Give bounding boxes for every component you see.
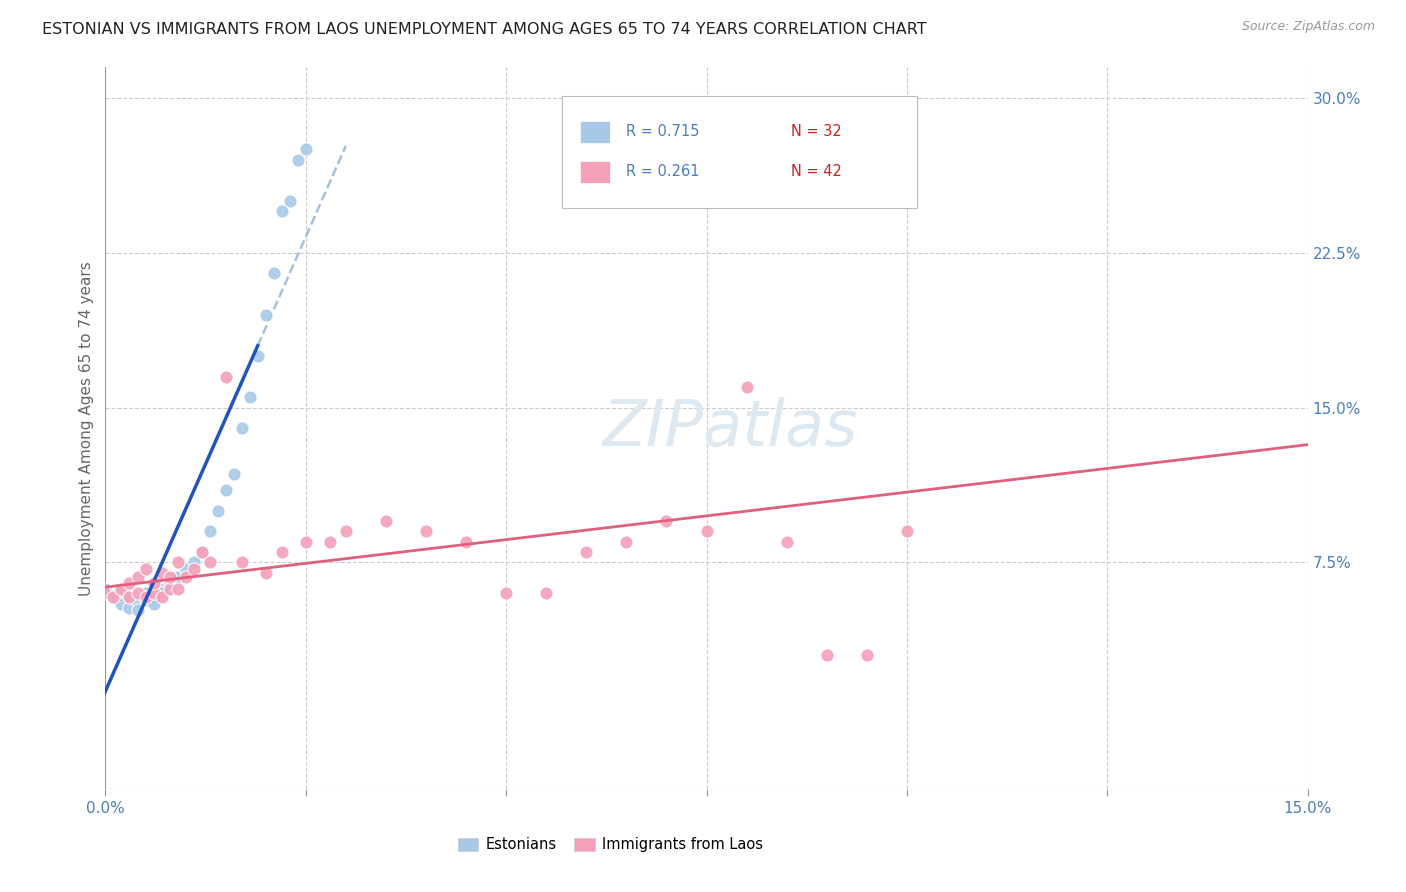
Text: N = 42: N = 42 bbox=[790, 164, 842, 179]
Point bbox=[135, 592, 157, 607]
Point bbox=[159, 582, 181, 597]
Text: ESTONIAN VS IMMIGRANTS FROM LAOS UNEMPLOYMENT AMONG AGES 65 TO 74 YEARS CORRELAT: ESTONIAN VS IMMIGRANTS FROM LAOS UNEMPLO… bbox=[42, 22, 927, 37]
Point bbox=[190, 545, 212, 559]
Point bbox=[198, 555, 221, 569]
Point bbox=[246, 349, 269, 363]
Point bbox=[222, 467, 245, 481]
Point bbox=[263, 266, 285, 280]
Point bbox=[239, 390, 262, 404]
Point bbox=[855, 648, 877, 663]
Point bbox=[166, 582, 188, 597]
Point bbox=[127, 603, 149, 617]
Point bbox=[896, 524, 918, 539]
Point bbox=[295, 143, 318, 157]
Point bbox=[174, 561, 197, 575]
Point bbox=[415, 524, 437, 539]
Point bbox=[374, 514, 398, 528]
Point bbox=[110, 597, 132, 611]
Point bbox=[183, 561, 205, 575]
Point bbox=[319, 534, 342, 549]
Point bbox=[198, 524, 221, 539]
Point bbox=[254, 308, 277, 322]
Point bbox=[655, 514, 678, 528]
Point bbox=[150, 586, 173, 600]
Point bbox=[166, 570, 188, 584]
Point bbox=[696, 524, 718, 539]
Point bbox=[287, 153, 309, 167]
Point bbox=[135, 561, 157, 575]
Point bbox=[150, 566, 173, 580]
Legend: Estonians, Immigrants from Laos: Estonians, Immigrants from Laos bbox=[451, 831, 769, 858]
Point bbox=[159, 576, 181, 591]
Point bbox=[127, 586, 149, 600]
Point bbox=[735, 380, 758, 394]
Point bbox=[295, 534, 318, 549]
Point bbox=[118, 591, 141, 605]
Point bbox=[166, 555, 188, 569]
Point bbox=[495, 586, 517, 600]
Point bbox=[254, 566, 277, 580]
Point bbox=[454, 534, 477, 549]
Point bbox=[142, 591, 165, 605]
Point bbox=[103, 591, 125, 605]
Text: Source: ZipAtlas.com: Source: ZipAtlas.com bbox=[1241, 20, 1375, 33]
Point bbox=[231, 421, 253, 435]
Point bbox=[207, 504, 229, 518]
FancyBboxPatch shape bbox=[581, 121, 610, 143]
Point bbox=[270, 204, 292, 219]
Point bbox=[94, 582, 117, 597]
Point bbox=[534, 586, 557, 600]
FancyBboxPatch shape bbox=[581, 161, 610, 183]
Y-axis label: Unemployment Among Ages 65 to 74 years: Unemployment Among Ages 65 to 74 years bbox=[79, 260, 94, 596]
Point bbox=[135, 591, 157, 605]
Point bbox=[174, 570, 197, 584]
Point bbox=[118, 591, 141, 605]
Point bbox=[231, 555, 253, 569]
Point bbox=[142, 597, 165, 611]
Text: R = 0.261: R = 0.261 bbox=[626, 164, 699, 179]
Point bbox=[278, 194, 301, 208]
Point bbox=[815, 648, 838, 663]
Point bbox=[159, 570, 181, 584]
Text: N = 32: N = 32 bbox=[790, 124, 841, 139]
Point bbox=[127, 570, 149, 584]
Point bbox=[270, 545, 292, 559]
Point bbox=[214, 483, 236, 497]
Point bbox=[190, 545, 212, 559]
Text: ZIPatlas: ZIPatlas bbox=[603, 397, 858, 459]
Point bbox=[135, 586, 157, 600]
Point bbox=[214, 369, 236, 384]
Point bbox=[142, 576, 165, 591]
Point bbox=[335, 524, 357, 539]
Point bbox=[110, 586, 132, 600]
Point bbox=[110, 582, 132, 597]
Point bbox=[94, 586, 117, 600]
Point bbox=[575, 545, 598, 559]
Text: R = 0.715: R = 0.715 bbox=[626, 124, 699, 139]
Point bbox=[183, 555, 205, 569]
Point bbox=[142, 586, 165, 600]
Point bbox=[616, 534, 638, 549]
Point bbox=[103, 591, 125, 605]
Point bbox=[118, 576, 141, 591]
Point bbox=[150, 582, 173, 597]
Point bbox=[776, 534, 799, 549]
Point bbox=[118, 600, 141, 615]
Point bbox=[127, 594, 149, 608]
Point bbox=[150, 591, 173, 605]
FancyBboxPatch shape bbox=[562, 95, 917, 208]
